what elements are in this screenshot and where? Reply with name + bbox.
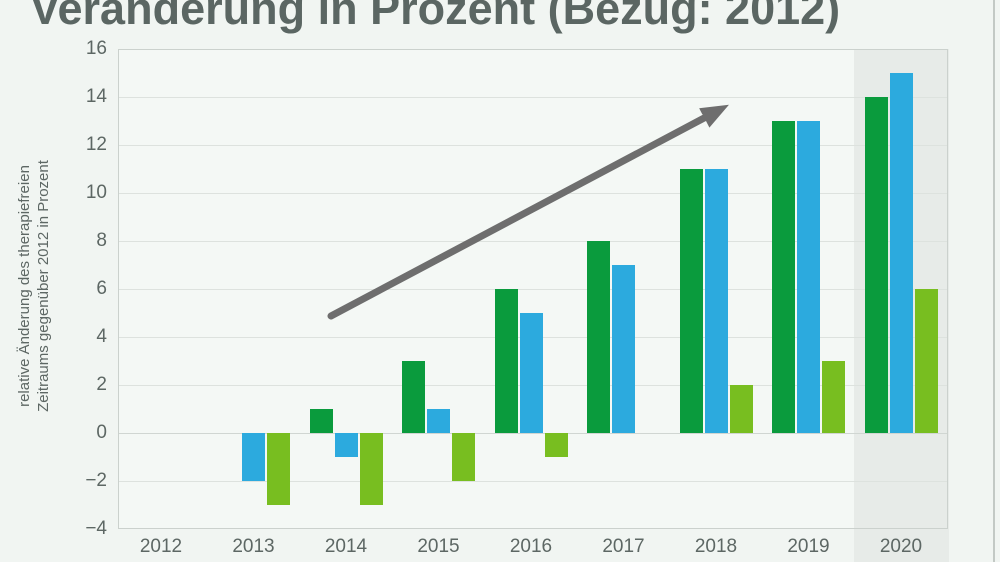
bar-2013-hellgruen [267,433,290,505]
bar-2016-blau [519,313,543,433]
bar-2016-dunkelgruen [494,289,518,433]
y-tick-label: −2 [85,470,107,491]
bar-2015-blau [427,409,450,433]
y-tick-label: −4 [85,518,107,539]
bar-2018-hellgruen [729,385,753,433]
plot-frame [118,49,948,529]
x-tick-label: 2018 [694,536,738,557]
bar-2020-hellgruen [914,289,938,433]
x-tick-label: 2019 [787,536,830,557]
y-tick-label: 16 [85,38,107,59]
gridline [119,97,947,98]
x-tick-label: 2016 [509,536,553,557]
bar-2014-blau [334,433,358,457]
y-tick-label: 14 [85,86,107,107]
bar-2020-blau [889,73,913,433]
x-tick-label: 2017 [602,536,645,557]
bar-2019-blau [797,121,820,433]
bar-2017-dunkelgruen [587,241,610,433]
y-tick-label: 6 [96,278,107,299]
y-tick-label: 12 [85,134,107,155]
bar-2020-dunkelgruen [864,97,888,433]
x-tick-label: 2013 [232,536,275,557]
bar-2014-dunkelgruen [309,409,333,433]
bar-2017-blau [612,265,635,433]
window-edge-line [993,0,995,562]
bar-2015-hellgruen [452,433,475,481]
x-tick-label: 2014 [324,536,368,557]
bar-2015-dunkelgruen [402,361,425,433]
x-tick-label: 2012 [139,536,183,557]
zero-gridline [119,433,947,434]
chart-title: Veränderung in Prozent (Bezug: 2012) [30,0,841,34]
y-tick-label: 4 [96,326,107,347]
bar-2014-hellgruen [359,433,383,505]
y-tick-label: 0 [96,422,107,443]
bar-2018-dunkelgruen [679,169,703,433]
y-tick-label: 8 [96,230,107,251]
bar-2018-blau [704,169,728,433]
bar-2016-hellgruen [544,433,568,457]
bar-2019-hellgruen [822,361,845,433]
x-tick-label: 2015 [417,536,460,557]
bar-2013-blau [242,433,265,481]
y-tick-label: 10 [85,182,107,203]
x-tick-label: 2020 [879,536,923,557]
y-tick-label: 2 [96,374,107,395]
gridline [119,481,947,482]
bar-2019-dunkelgruen [772,121,795,433]
y-axis-title-line1: relative Änderung des therapiefreien [16,165,33,407]
